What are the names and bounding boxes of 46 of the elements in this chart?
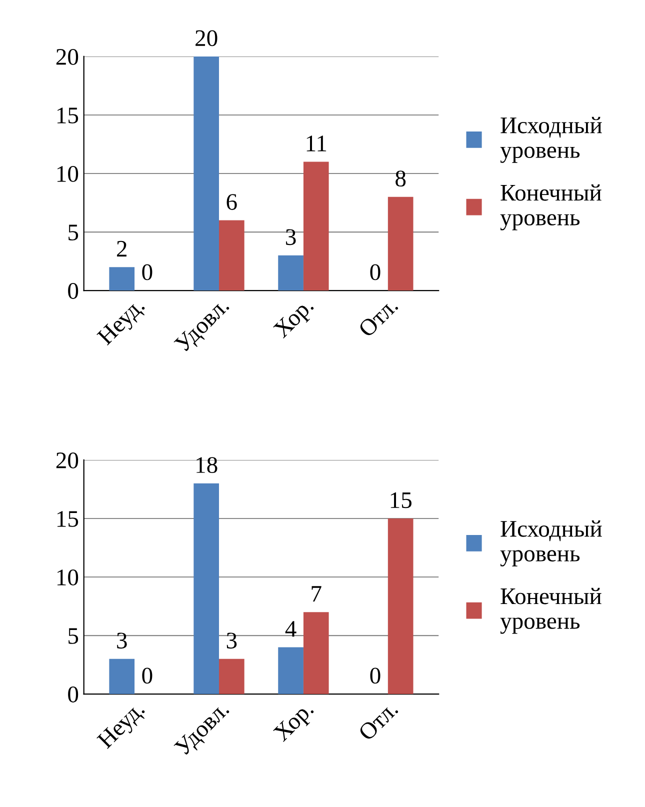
y-tick-label: 20	[56, 48, 78, 65]
bar	[303, 612, 329, 694]
data-label: 0	[142, 668, 152, 684]
y-tick-label: 0	[68, 686, 78, 702]
data-label: 18	[196, 457, 218, 474]
data-label: 0	[370, 668, 380, 684]
legend-label: Конечный уровень	[500, 184, 602, 230]
bar	[109, 267, 135, 291]
y-tick-label: 10	[57, 166, 78, 182]
bar	[194, 483, 219, 694]
data-label: 20	[196, 30, 218, 46]
data-label: 7	[312, 586, 322, 602]
data-label: 0	[370, 264, 380, 280]
y-tick-label: 10	[57, 569, 78, 586]
data-label: 6	[226, 194, 237, 210]
x-tick-label: Отл.	[358, 700, 399, 742]
y-tick-label: 0	[68, 283, 78, 299]
y-tick-label: 5	[68, 628, 78, 644]
data-label: 3	[117, 632, 127, 649]
bar	[218, 220, 244, 291]
x-tick-label: Хор.	[272, 297, 318, 342]
x-tick-label: Отл.	[358, 297, 399, 338]
data-label: 3	[226, 632, 237, 649]
bar	[218, 658, 244, 694]
legend-label: Исходный уровень	[500, 116, 602, 163]
data-label: 15	[390, 492, 412, 508]
bar	[388, 518, 414, 694]
y-tick-label: 5	[68, 224, 78, 240]
data-label: 0	[142, 264, 152, 280]
data-label: 11	[306, 136, 326, 152]
y-tick-label: 15	[57, 108, 78, 124]
y-tick-label: 15	[57, 511, 78, 527]
bar	[194, 56, 219, 291]
data-label: 3	[286, 229, 296, 246]
x-tick-label: Хор.	[272, 700, 318, 746]
legend-label: Исходный уровень	[500, 520, 602, 566]
bar	[278, 255, 304, 291]
data-label: 4	[285, 621, 296, 637]
y-tick-label: 20	[56, 452, 78, 468]
bar	[388, 196, 414, 291]
data-label: 2	[116, 240, 126, 257]
bar	[278, 647, 304, 694]
legend-label: Конечный уровень	[500, 588, 602, 634]
data-label: 8	[396, 170, 406, 187]
bar	[303, 162, 329, 291]
bar	[109, 658, 135, 694]
